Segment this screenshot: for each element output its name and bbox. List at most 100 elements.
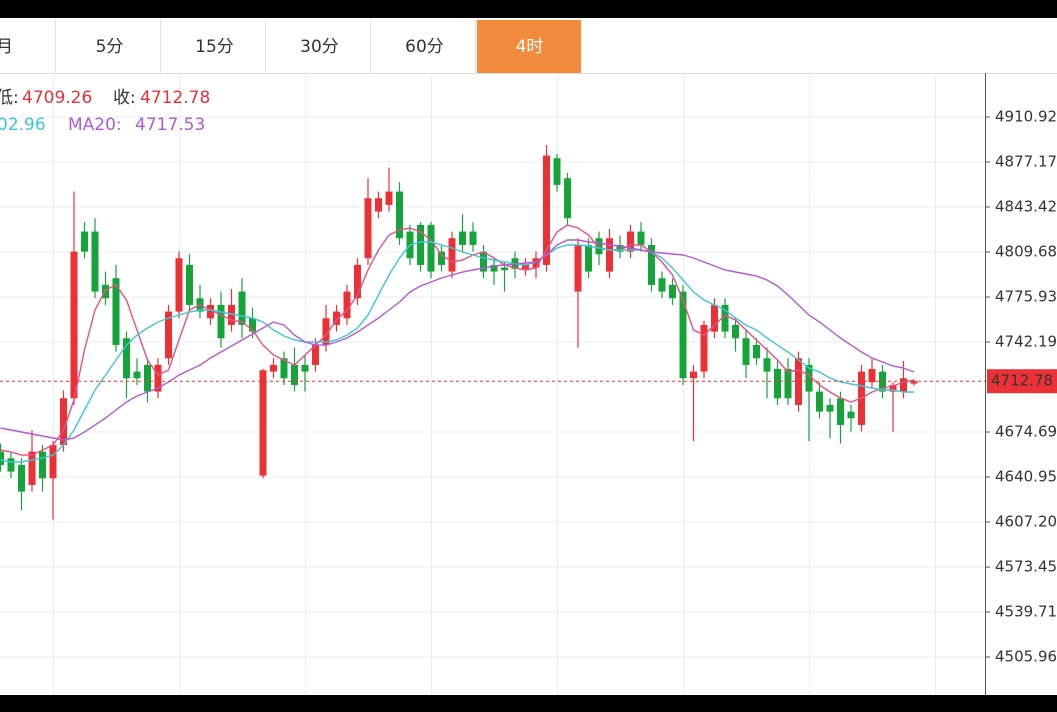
candle-body bbox=[238, 291, 246, 325]
y-tick-label: 4775.93 bbox=[995, 288, 1057, 306]
candle-body bbox=[322, 318, 330, 345]
background bbox=[0, 18, 1057, 695]
candle-body bbox=[480, 251, 487, 272]
candle-body bbox=[679, 291, 687, 379]
low-label: 低: bbox=[0, 88, 19, 108]
candle-body bbox=[18, 464, 25, 492]
tab[interactable]: 60分 bbox=[405, 37, 444, 57]
candle-body bbox=[648, 244, 655, 285]
candle-body bbox=[154, 364, 162, 392]
candle-body bbox=[259, 370, 267, 476]
candle-body bbox=[123, 338, 130, 379]
candle-body bbox=[60, 398, 67, 445]
candle-body bbox=[805, 364, 813, 392]
y-tick-label: 4640.95 bbox=[995, 468, 1057, 486]
tab[interactable]: 30分 bbox=[300, 37, 339, 57]
ma-line bbox=[0, 241, 914, 463]
tab[interactable]: 月 bbox=[0, 37, 13, 57]
candle-body bbox=[732, 324, 739, 339]
candle-body bbox=[91, 231, 99, 292]
tab[interactable]: 15分 bbox=[195, 37, 234, 57]
candle-body bbox=[270, 364, 277, 372]
y-tick-label: 4674.69 bbox=[995, 423, 1057, 441]
candle-body bbox=[301, 364, 309, 372]
tab[interactable]: 4时 bbox=[516, 37, 544, 57]
header: 低: 4709.26 收: 4712.78 02.96 MA20: 4717.5… bbox=[0, 88, 210, 135]
top-bar bbox=[0, 0, 1057, 18]
candle-body bbox=[721, 304, 729, 332]
ma20-value: 4717.53 bbox=[135, 115, 205, 135]
candle-body bbox=[564, 178, 571, 219]
candle-body bbox=[763, 358, 771, 372]
last-price-box bbox=[987, 369, 1057, 394]
candle-body bbox=[543, 155, 550, 265]
candle-body bbox=[81, 231, 88, 252]
candle-body bbox=[70, 251, 78, 399]
candle-body bbox=[144, 364, 151, 392]
candle-body bbox=[112, 278, 120, 345]
candle-body bbox=[343, 291, 351, 319]
candle-body bbox=[427, 224, 435, 272]
candle-body bbox=[448, 238, 456, 272]
candle-body bbox=[207, 304, 214, 319]
y-tick-label: 4877.17 bbox=[995, 152, 1057, 170]
ma-line bbox=[0, 239, 915, 441]
candle-body bbox=[133, 371, 141, 379]
plot bbox=[0, 144, 985, 520]
candle-body bbox=[627, 231, 634, 252]
candle-body bbox=[585, 244, 592, 272]
candle-body bbox=[837, 398, 844, 425]
candle-body bbox=[469, 231, 477, 245]
candle-body bbox=[774, 368, 781, 399]
candle-body bbox=[784, 368, 792, 399]
candle-body bbox=[385, 191, 393, 205]
candle-body bbox=[868, 368, 876, 383]
candle-body bbox=[333, 311, 340, 325]
candle-body bbox=[0, 451, 4, 465]
y-tick-label: 4607.20 bbox=[995, 513, 1057, 531]
candle-body bbox=[217, 304, 225, 339]
candle-body bbox=[364, 198, 372, 259]
candle-body bbox=[39, 451, 46, 479]
y-tick-label: 4843.42 bbox=[995, 198, 1057, 216]
tab-bar: 月 5分 15分 30分 60分 4时 bbox=[0, 20, 581, 73]
candle-body bbox=[753, 344, 760, 359]
ma10-value: 02.96 bbox=[0, 115, 46, 135]
y-axis-labels: 4910.92 4877.17 4843.42 4809.68 4775.93 4742.… bbox=[985, 107, 1057, 666]
candle-body bbox=[291, 364, 298, 385]
candle-body bbox=[102, 284, 109, 299]
candle-body bbox=[312, 344, 319, 365]
candle-body bbox=[606, 238, 613, 272]
candle-body bbox=[637, 231, 645, 245]
y-tick-label: 4539.71 bbox=[995, 603, 1057, 621]
candle-body bbox=[438, 251, 445, 265]
bottom-bar bbox=[0, 695, 1057, 712]
last-price-label: 4712.78 bbox=[991, 372, 1053, 390]
y-tick-label: 4910.92 bbox=[995, 107, 1057, 125]
candle-body bbox=[490, 264, 498, 272]
tab[interactable]: 5分 bbox=[96, 37, 124, 57]
candle-body bbox=[228, 304, 235, 325]
candle-body bbox=[553, 158, 561, 185]
candle-body bbox=[354, 264, 361, 299]
candle-body bbox=[165, 311, 172, 359]
close-label: 收: bbox=[113, 88, 136, 108]
candle-body bbox=[700, 324, 708, 372]
candle-body bbox=[280, 358, 288, 379]
candle-body bbox=[532, 258, 540, 268]
y-tick-label: 4742.19 bbox=[995, 333, 1057, 351]
candle-body bbox=[742, 338, 750, 365]
candle-body bbox=[826, 404, 834, 412]
candle-body bbox=[28, 451, 36, 485]
ma-line bbox=[0, 224, 915, 456]
candle-body bbox=[501, 267, 508, 271]
candle-body bbox=[711, 304, 718, 332]
ma20-label: MA20: bbox=[68, 115, 122, 135]
candle-body bbox=[658, 278, 666, 292]
candle-body bbox=[7, 458, 15, 472]
y-tick-label: 4573.45 bbox=[995, 558, 1057, 576]
candle-body bbox=[669, 284, 676, 299]
candle-body bbox=[900, 378, 907, 392]
